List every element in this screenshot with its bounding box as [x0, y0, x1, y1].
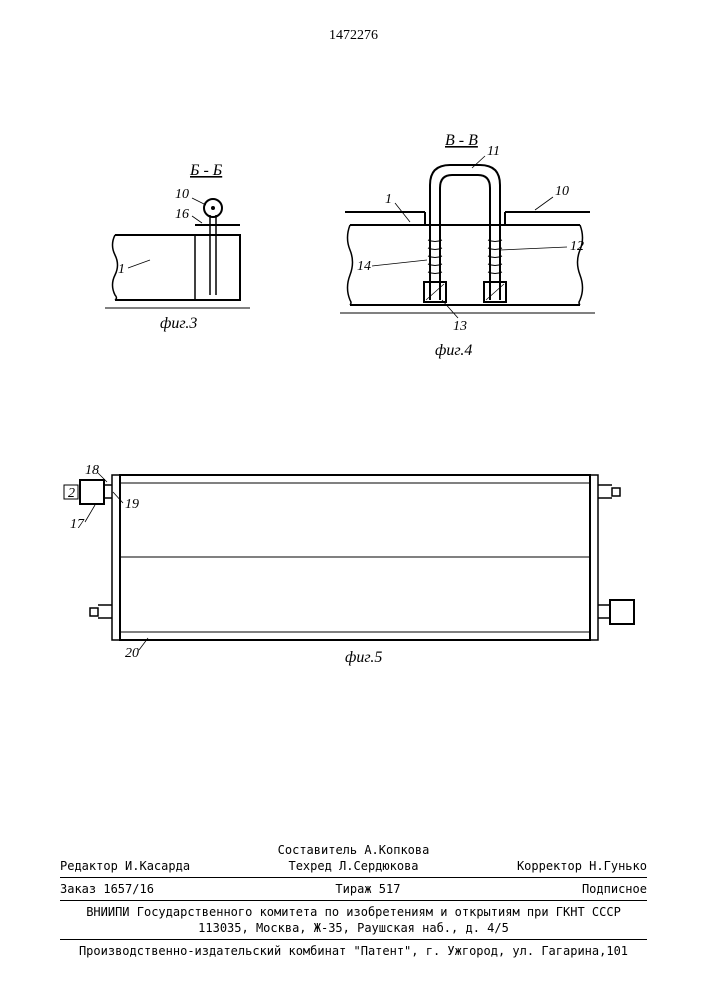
fig4-lead-11 — [472, 156, 485, 168]
fig4-label-13: 13 — [453, 319, 467, 334]
fig5-endcap-r — [590, 475, 598, 640]
fig4-break-l — [348, 225, 353, 305]
fig3-break — [113, 235, 118, 300]
fig3-eye-dot — [211, 206, 215, 210]
figures-svg: Б - Б 10 16 — [0, 60, 707, 710]
footer-rule-2 — [60, 900, 647, 901]
fig4-title: В - В — [445, 132, 478, 149]
fig4-lead-10 — [535, 197, 553, 210]
fig3-lead-10 — [192, 198, 206, 205]
fig5-label-17: 17 — [70, 517, 85, 532]
fig5-label-19: 19 — [125, 497, 139, 512]
fig4-label-1: 1 — [385, 192, 392, 207]
fig5-caption: фиг.5 — [345, 649, 382, 666]
figure-4: В - В — [340, 132, 595, 359]
fig5-pin-lt-box — [80, 480, 104, 504]
fig3-label-16: 16 — [175, 207, 189, 222]
fig3-lead-1 — [128, 260, 150, 268]
figures-area: Б - Б 10 16 — [0, 60, 707, 715]
fig5-pin-lb-nut — [90, 608, 98, 616]
footer-redaktor: Редактор И.Касарда — [60, 859, 190, 873]
fig4-caption: фиг.4 — [435, 342, 472, 359]
patent-number: 1472276 — [329, 28, 378, 44]
fig5-lead-17 — [85, 505, 95, 522]
footer-tirazh: Тираж 517 — [335, 882, 400, 896]
fig4-label-14: 14 — [357, 259, 371, 274]
footer-korrektor: Корректор Н.Гунько — [517, 859, 647, 873]
fig3-title: Б - Б — [189, 162, 223, 179]
fig4-lead-14 — [372, 260, 427, 266]
fig4-lead-13 — [442, 300, 458, 318]
fig3-box — [115, 235, 240, 300]
fig4-label-11: 11 — [487, 144, 500, 159]
fig4-label-12: 12 — [570, 239, 584, 254]
fig3-lead-16 — [192, 216, 202, 223]
patent-page: 1472276 Б - Б — [0, 0, 707, 1000]
footer-rule-3 — [60, 939, 647, 940]
footer-kombin: Производственно-издательский комбинат "П… — [60, 944, 647, 958]
fig4-break-r — [578, 225, 583, 305]
footer-tehred: Техред Л.Сердюкова — [288, 859, 418, 873]
footer: Составитель А.Копкова Редактор И.Касарда… — [60, 841, 647, 960]
fig4-hatch-l1 — [426, 284, 444, 300]
fig5-label-20: 20 — [125, 646, 139, 661]
figure-5: 18 2 17 19 20 фиг.5 — [64, 463, 634, 666]
fig5-endcap-l — [112, 475, 120, 640]
footer-zakaz: Заказ 1657/16 — [60, 882, 154, 896]
fig4-label-10: 10 — [555, 184, 569, 199]
fig3-caption: фиг.3 — [160, 315, 197, 332]
footer-rule-1 — [60, 877, 647, 878]
fig5-lead-19 — [113, 492, 123, 503]
fig3-label-1: 1 — [118, 262, 125, 277]
footer-podpisnoe: Подписное — [582, 882, 647, 896]
footer-vniipi1: ВНИИПИ Государственного комитета по изоб… — [60, 905, 647, 919]
fig4-ubolt-inner — [440, 175, 490, 300]
figure-3: Б - Б 10 16 — [105, 162, 250, 332]
fig4-lead-12 — [500, 247, 567, 250]
footer-sostavitel: Составитель А.Копкова — [60, 843, 647, 857]
fig3-label-10: 10 — [175, 187, 189, 202]
fig5-label-18: 18 — [85, 463, 99, 478]
fig5-pin-rt-nut — [612, 488, 620, 496]
footer-vniipi2: 113035, Москва, Ж-35, Раушская наб., д. … — [60, 921, 647, 935]
fig5-pin-rb-box — [610, 600, 634, 624]
fig4-hatch-r1 — [486, 284, 504, 300]
